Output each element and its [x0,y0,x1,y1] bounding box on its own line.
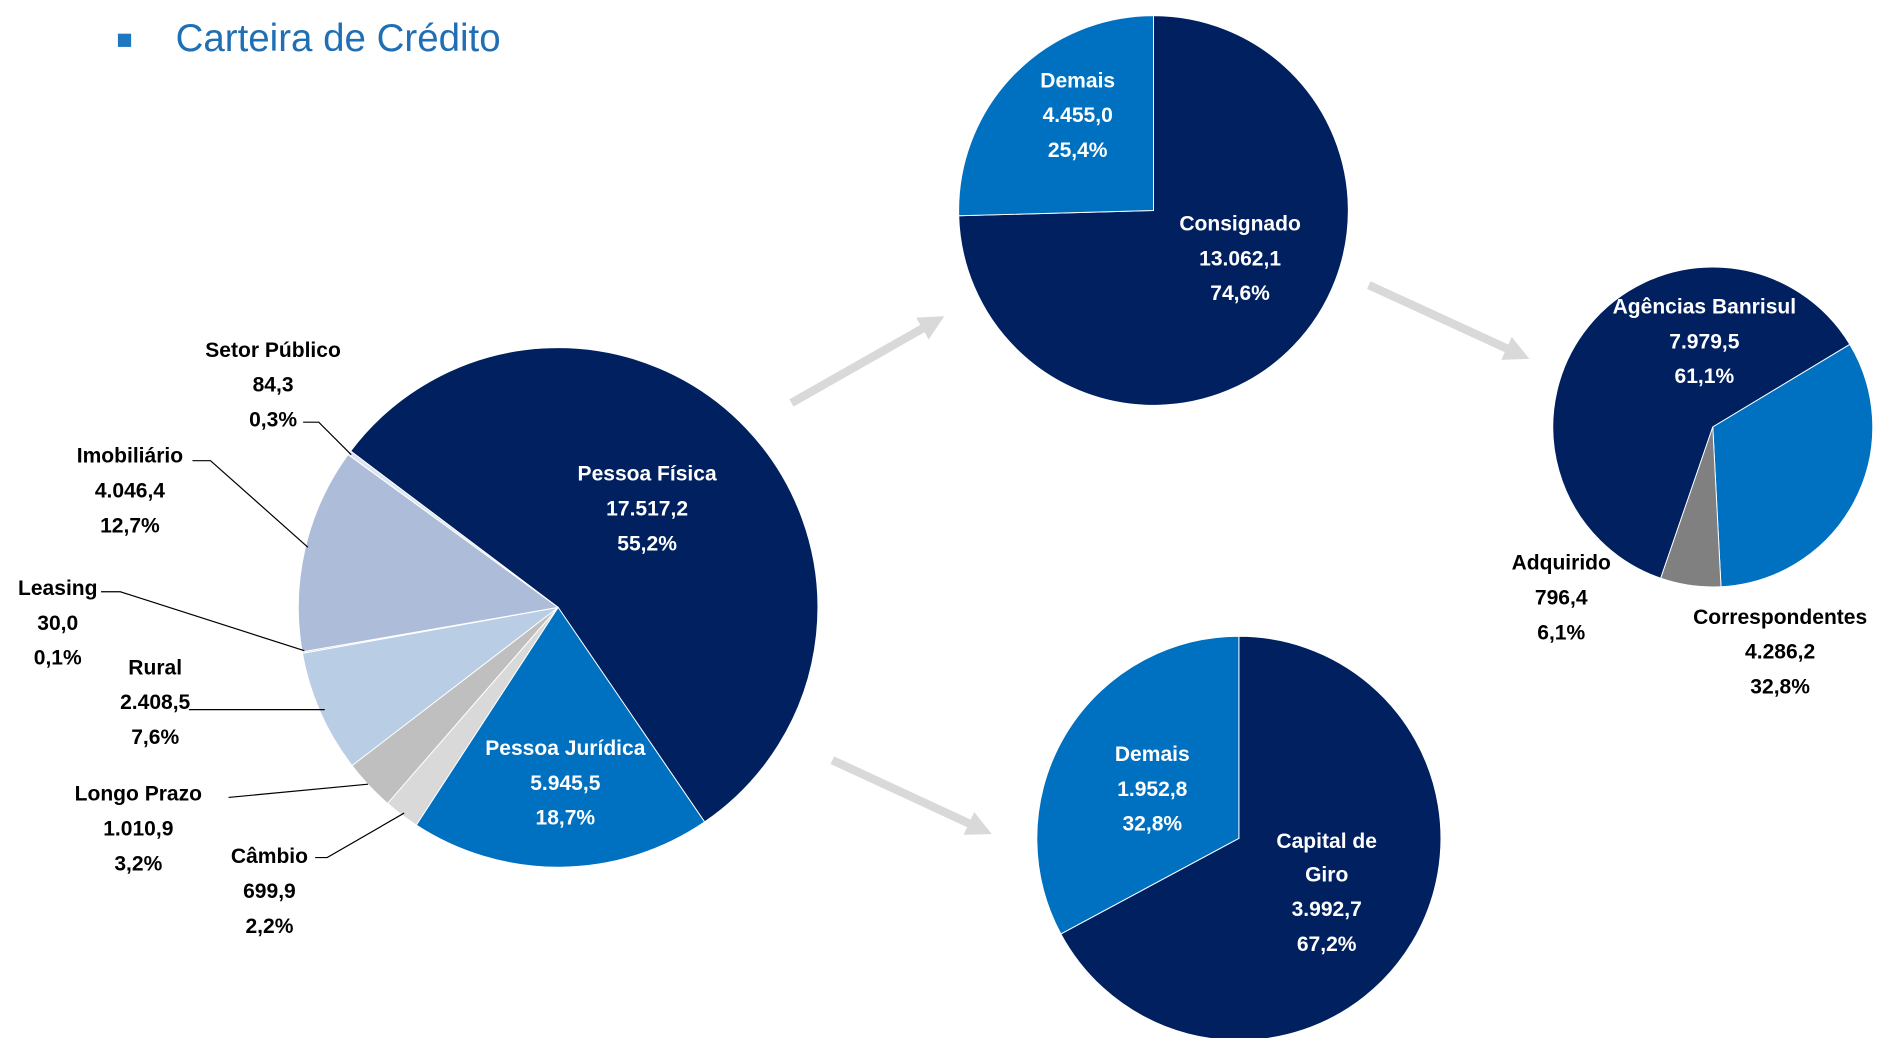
pie-slice [297,453,560,653]
arrow [789,316,945,407]
slice-label: Leasing [18,577,97,600]
leader-line [192,460,309,548]
slice-label: Agências Banrisul [1613,295,1797,318]
arrow [830,756,992,835]
pie-slice [415,606,706,868]
slice-label: Correspondentes [1693,606,1867,629]
leader-line [228,783,369,799]
slice-value-label: 3.992,7 [1292,898,1362,921]
slice-value-label: 1.010,9 [103,817,173,840]
slice-percent-label: 12,7% [100,514,160,537]
slice-label: Demais [1040,69,1115,92]
slice-value-label: 17.517,2 [606,498,688,521]
slice-value-label: 796,4 [1535,587,1588,610]
title-bullet [117,33,132,47]
pie-chart: Pessoa Física 17.517,2 55,2% Pessoa Jurídic… [18,339,819,938]
slice-label: Capital de Giro [1276,830,1377,887]
pie-chart: Consignado 13.062,1 74,6% Demais 4.455,0 25,4… [958,15,1349,406]
pie-slice [1660,426,1722,588]
arrow [1367,281,1530,360]
slice-percent-label: 67,2% [1297,933,1357,956]
pie-slice [1552,266,1851,579]
slice-value-label: 4.286,2 [1745,641,1815,664]
pie-slice [349,347,819,823]
slice-label: Câmbio [231,845,308,868]
slice-value-label: 1.952,8 [1117,778,1187,801]
pie-slice [958,15,1349,406]
slice-percent-label: 61,1% [1675,365,1735,388]
slice-percent-label: 32,8% [1750,676,1810,699]
slice-percent-label: 0,1% [34,647,82,670]
arrows [789,281,1530,835]
pie-slice [301,606,559,767]
pie-slice [1060,635,1442,1038]
slice-percent-label: 32,8% [1122,813,1182,836]
slice-label: Consignado [1179,212,1301,235]
slice-value-label: 2.408,5 [120,691,190,714]
slice-percent-label: 74,6% [1210,282,1270,305]
slice-value-label: 7.979,5 [1669,330,1739,353]
slice-label: Adquirido [1512,552,1611,575]
pie-slice [1712,343,1874,588]
slice-percent-label: 7,6% [131,726,179,749]
slice-label: Pessoa Jurídica [485,737,645,760]
slice-label: Rural [128,656,182,679]
slice-percent-label: 6,1% [1537,621,1585,644]
leader-line [303,421,352,456]
slice-value-label: 30,0 [37,612,78,635]
slice-value-label: 5.945,5 [530,772,600,795]
pie-slice [1036,635,1240,935]
slice-percent-label: 55,2% [617,532,677,555]
slice-percent-label: 25,4% [1048,139,1108,162]
leader-line [315,812,405,859]
pie-chart: Agências Banrisul 7.979,5 61,1% Corresponde… [1512,266,1874,699]
slice-label: Pessoa Física [578,463,717,486]
pie-chart: Capital de Giro 3.992,7 67,2% Demais 1.952,8 3… [1036,635,1442,1038]
slice-percent-label: 0,3% [249,409,297,432]
slice-value-label: 84,3 [253,374,294,397]
slice-label: Setor Público [205,339,341,362]
slice-percent-label: 18,7% [536,807,596,830]
slice-percent-label: 3,2% [114,852,162,875]
slice-value-label: 4.455,0 [1043,104,1113,127]
slice-label: Imobiliário [77,445,183,468]
leader-line [101,591,305,652]
slice-label: Demais [1115,743,1190,766]
slice-value-label: 13.062,1 [1199,247,1281,270]
pie-slice [958,15,1154,217]
slide-title: Carteira de Crédito [176,17,501,60]
slice-value-label: 4.046,4 [95,479,165,502]
slice-value-label: 699,9 [243,880,296,903]
slice-percent-label: 2,2% [245,915,293,938]
slice-label: Longo Prazo [75,783,203,806]
